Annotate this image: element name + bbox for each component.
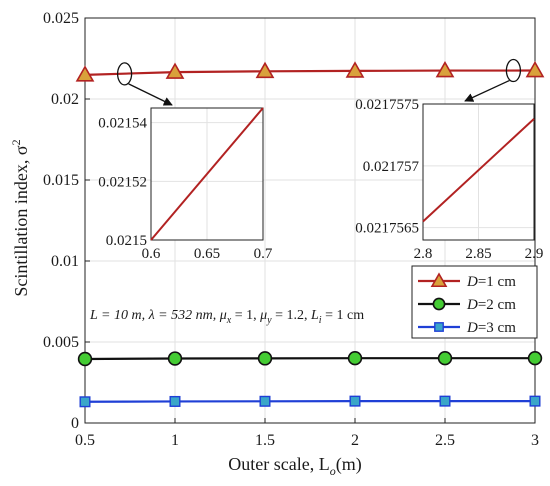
y-tick-label: 0.015 [43,172,79,189]
parameter-annotation: L = 10 m, λ = 532 nm, μx = 1, μy = 1.2, … [89,308,364,326]
data-point [255,61,275,79]
legend-item-1: D=1 cm [418,272,516,290]
plot-frame [84,17,536,424]
inset-y-tick-label: 0.021757 [363,159,420,175]
legend: D=1 cm D=2 cm D=3 cm [411,265,538,339]
series-2 [77,351,543,367]
legend-marker [434,322,444,332]
y-axis-title: Scintillation index, σ2 [9,139,31,296]
data-point [167,351,183,366]
inset-2: 2.8 2.85 2.9 0.0217565 0.021757 0.0217575 [355,97,543,262]
data-point [349,395,361,407]
insets: 0.6 0.65 0.7 0.0215 0.02152 0.02154 2.8 2.85 2.9… [98,97,543,262]
y-tick-label: 0.005 [43,334,79,351]
x-tick-label: 0.5 [75,432,95,449]
zoom-arrow [128,83,173,106]
data-point [169,395,181,407]
legend-label: D=3 cm [466,320,516,336]
series-line [84,357,535,361]
inset-series-line [150,107,264,241]
data-point [77,351,93,367]
data-point [529,395,541,407]
inset-y-tick-label: 0.0217565 [355,221,419,237]
y-tick-label: 0.01 [51,253,79,270]
data-point [437,351,453,366]
inset-x-tick-label: 0.7 [254,246,273,262]
data-point [79,396,91,408]
legend-marker [430,272,448,288]
x-tick-label: 1 [171,432,179,449]
inset-x-tick-label: 0.6 [142,246,161,262]
zoom-callouts [116,58,522,106]
legend-items: D=1 cm D=2 cm D=3 cm [418,272,516,336]
inset-1: 0.6 0.65 0.7 0.0215 0.02152 0.02154 [98,107,273,262]
legend-label: D=2 cm [466,297,516,313]
data-point [527,351,543,366]
inset-border [422,103,535,241]
data-point [165,62,185,79]
data-point [439,395,451,407]
series-3 [79,395,541,408]
inset-x-tick-label: 2.85 [465,246,491,262]
inset-border [150,107,264,241]
series-line [84,400,535,403]
x-axis-title: Outer scale, Lo(m) [228,454,361,478]
data-point [435,60,455,78]
inset-y-tick-label: 0.0217575 [355,97,419,113]
y-tick-label: 0 [71,415,79,432]
y-tick-label: 0.02 [51,91,79,108]
data-point [525,60,545,78]
data-point [75,65,95,82]
zoom-ellipse [505,58,522,83]
zoom-ellipse [116,62,133,86]
y-tick-label: 0.025 [43,10,79,27]
series-layer [75,60,545,408]
inset-x-tick-label: 0.65 [194,246,220,262]
data-point [259,395,271,407]
series-line [84,69,536,76]
legend-label: D=1 cm [466,274,516,290]
data-point [347,351,363,366]
axes: 0.5 1 1.5 2 2.5 3 0 0.005 0.01 0.015 0.02 0.025 [43,10,539,449]
x-tick-label: 1.5 [255,432,275,449]
data-point [345,61,365,78]
x-tick-label: 2 [351,432,359,449]
legend-marker [432,297,446,311]
inset-series-line [422,118,535,223]
inset-x-tick-label: 2.9 [525,246,544,262]
zoom-arrow [464,79,510,102]
legend-item-3: D=3 cm [418,320,516,336]
x-tick-label: 2.5 [435,432,455,449]
data-point [257,351,273,366]
inset-y-tick-label: 0.02154 [98,116,147,132]
x-tick-label: 3 [531,432,539,449]
inset-y-tick-label: 0.02152 [98,174,147,190]
legend-item-2: D=2 cm [418,297,516,313]
series-1 [75,60,545,82]
inset-x-tick-label: 2.8 [414,246,433,262]
inset-y-tick-label: 0.0215 [106,233,147,249]
